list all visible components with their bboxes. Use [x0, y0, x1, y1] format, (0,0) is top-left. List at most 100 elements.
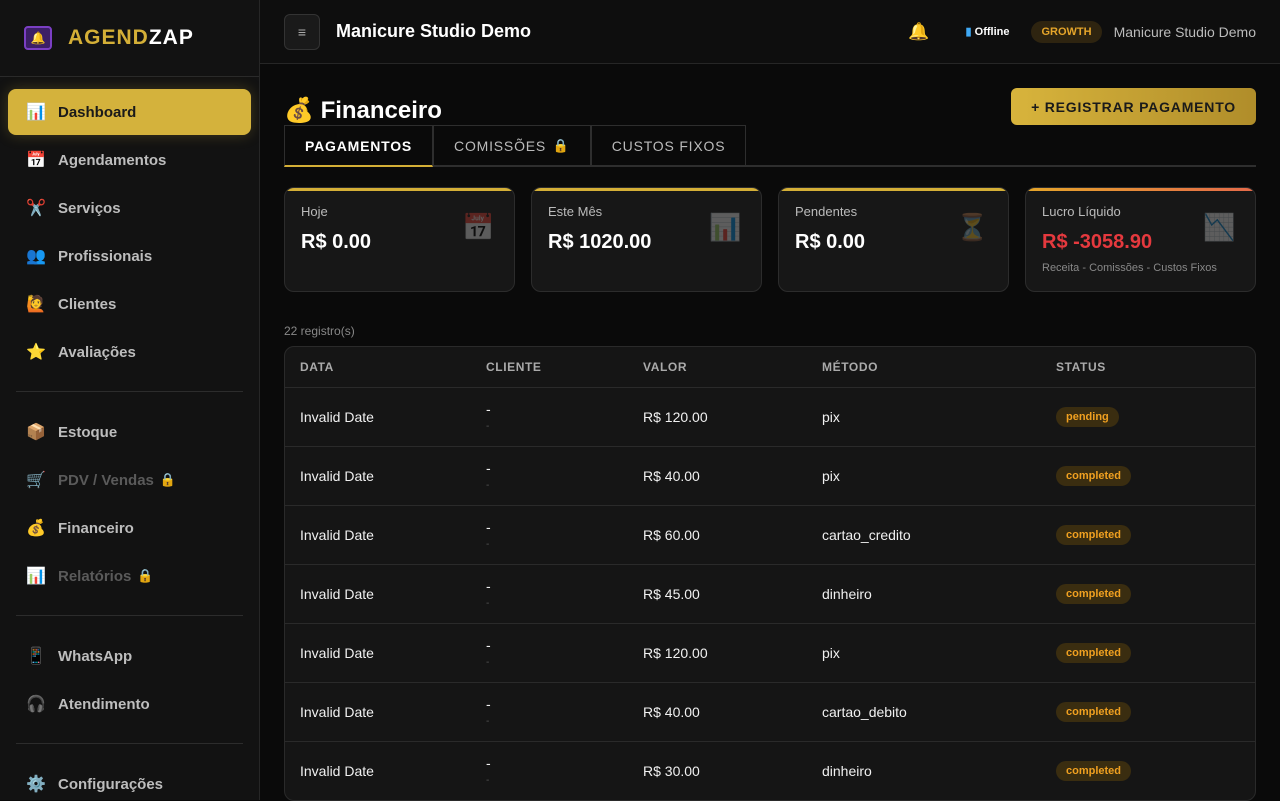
sidebar-item-configuracoes[interactable]: ⚙️ Configurações: [8, 761, 251, 800]
column-header[interactable]: CLIENTE: [486, 360, 542, 374]
cell-value: R$ 40.00: [643, 704, 700, 720]
sidebar-item-agendamentos[interactable]: 📅 Agendamentos: [8, 137, 251, 183]
logo-text-b: ZAP: [148, 26, 194, 49]
lock-icon: 🔒: [159, 472, 177, 487]
sidebar-item-profissionais[interactable]: 👥 Profissionais: [8, 233, 251, 279]
user-name[interactable]: Manicure Studio Demo: [1113, 23, 1256, 40]
cell-status: completed: [1056, 702, 1255, 722]
bell-icon[interactable]: 🔔: [908, 21, 930, 41]
cell-date: Invalid Date: [300, 586, 374, 602]
column-header[interactable]: MÉTODO: [822, 360, 879, 374]
sidebar-item-financeiro[interactable]: 💰 Financeiro: [8, 505, 251, 551]
card-este-mes: Este Mês R$ 1020.00 📊: [531, 187, 762, 292]
tab-custos-fixos[interactable]: CUSTOS FIXOS: [590, 125, 747, 165]
sidebar-item-label: Clientes: [58, 295, 117, 313]
sidebar-item-atendimento[interactable]: 🎧 Atendimento: [8, 681, 251, 727]
card-value: R$ -3058.90: [1042, 231, 1153, 253]
client-name: -: [486, 755, 491, 771]
card-label: Este Mês: [548, 204, 603, 219]
sidebar-item-avaliacoes[interactable]: ⭐ Avaliações: [8, 329, 251, 375]
main-content: 💰 Financeiro + REGISTRAR PAGAMENTO PAGAM…: [284, 64, 1256, 801]
sidebar-item-label: Profissionais: [58, 247, 153, 265]
table-row[interactable]: Invalid Date -- R$ 45.00 dinheiro comple…: [285, 564, 1255, 623]
sidebar-item-label: PDV / Vendas: [58, 471, 154, 489]
tabs: PAGAMENTOS COMISSÕES 🔒 CUSTOS FIXOS: [284, 125, 1256, 167]
sidebar-divider: [16, 391, 243, 392]
status-badge: completed: [1056, 643, 1132, 663]
table-row[interactable]: Invalid Date -- R$ 40.00 pix completed: [285, 446, 1255, 505]
cell-client: --: [486, 520, 643, 550]
menu-toggle-button[interactable]: ≡: [284, 13, 320, 50]
tab-comissoes[interactable]: COMISSÕES 🔒: [433, 125, 591, 165]
connection-status: ▮ Offline: [966, 25, 1010, 38]
client-phone: -: [486, 598, 490, 609]
card-lucro-liquido: Lucro Líquido R$ -3058.90 Receita - Comi…: [1025, 187, 1256, 292]
sidebar-item-dashboard[interactable]: 📊 Dashboard: [8, 89, 251, 135]
sidebar-item-label: Atendimento: [58, 695, 150, 713]
cell-date: Invalid Date: [300, 409, 374, 425]
sidebar-item-label: Avaliações: [58, 343, 136, 361]
cell-client: --: [486, 579, 643, 609]
card-subtitle: Receita - Comissões - Custos Fixos: [1042, 262, 1217, 274]
status-text: Offline: [974, 26, 1010, 38]
profissionais-icon: 👥: [26, 248, 46, 265]
tab-label: CUSTOS FIXOS: [611, 137, 726, 154]
table-row[interactable]: Invalid Date -- R$ 120.00 pix pending: [285, 387, 1255, 446]
cell-client: --: [486, 402, 643, 432]
sidebar: 🔔 AGENDZAP 📊 Dashboard 📅 Agendamentos ✂️ Serv…: [0, 0, 260, 800]
card-value: R$ 1020.00: [548, 231, 652, 253]
servicos-icon: ✂️: [26, 200, 46, 217]
card-accent-bar: [285, 188, 514, 191]
sidebar-item-label: Estoque: [58, 423, 118, 441]
card-accent-bar: [779, 188, 1008, 191]
cell-client: --: [486, 697, 643, 727]
sidebar-item-label: Configurações: [58, 775, 164, 793]
tab-label: COMISSÕES: [454, 137, 547, 154]
card-icon: 📊: [709, 212, 742, 242]
sidebar-item-servicos[interactable]: ✂️ Serviços: [8, 185, 251, 231]
card-value: R$ 0.00: [795, 231, 866, 253]
cell-status: completed: [1056, 643, 1255, 663]
client-phone: -: [486, 480, 490, 491]
cell-date: Invalid Date: [300, 763, 374, 779]
configuracoes-icon: ⚙️: [26, 776, 46, 793]
sidebar-item-label: Agendamentos: [58, 151, 167, 169]
cell-client: --: [486, 461, 643, 491]
register-payment-button[interactable]: + REGISTRAR PAGAMENTO: [1011, 88, 1256, 125]
column-header[interactable]: DATA: [300, 360, 334, 374]
estoque-icon: 📦: [26, 424, 46, 441]
sidebar-item-pdv-vendas[interactable]: 🛒 PDV / Vendas 🔒: [8, 457, 251, 503]
card-hoje: Hoje R$ 0.00 📅: [284, 187, 515, 292]
cell-method: pix: [822, 645, 840, 661]
table-row[interactable]: Invalid Date -- R$ 30.00 dinheiro comple…: [285, 741, 1255, 800]
payments-table: DATA CLIENTE VALOR MÉTODO STATUS Invalid Date…: [284, 346, 1256, 801]
financeiro-icon: 💰: [26, 520, 46, 537]
tab-pagamentos[interactable]: PAGAMENTOS: [284, 125, 434, 167]
status-badge: completed: [1056, 466, 1132, 486]
column-header[interactable]: VALOR: [643, 360, 688, 374]
hamburger-icon: ≡: [297, 23, 307, 40]
column-header[interactable]: STATUS: [1056, 360, 1106, 374]
table-row[interactable]: Invalid Date -- R$ 60.00 cartao_credito …: [285, 505, 1255, 564]
cell-method: pix: [822, 409, 840, 425]
card-icon: ⏳: [956, 212, 989, 242]
card-accent-bar: [532, 188, 761, 191]
logo-text-a: AGEND: [68, 26, 149, 49]
cell-date: Invalid Date: [300, 704, 374, 720]
client-phone: -: [486, 716, 490, 727]
sidebar-item-clientes[interactable]: 🙋 Clientes: [8, 281, 251, 327]
table-row[interactable]: Invalid Date -- R$ 40.00 cartao_debito c…: [285, 682, 1255, 741]
avaliacoes-icon: ⭐: [26, 344, 46, 361]
agendamentos-icon: 📅: [26, 152, 46, 169]
client-phone: -: [486, 775, 490, 786]
sidebar-item-whatsapp[interactable]: 📱 WhatsApp: [8, 633, 251, 679]
sidebar-item-estoque[interactable]: 📦 Estoque: [8, 409, 251, 455]
lock-icon: 🔒: [552, 137, 570, 153]
table-row[interactable]: Invalid Date -- R$ 120.00 pix completed: [285, 623, 1255, 682]
logo[interactable]: 🔔 AGENDZAP: [0, 0, 259, 77]
sidebar-item-relatorios[interactable]: 📊 Relatórios 🔒: [8, 553, 251, 599]
cell-client: --: [486, 756, 643, 786]
cell-value: R$ 30.00: [643, 763, 700, 779]
tab-label: PAGAMENTOS: [305, 137, 413, 154]
page-title: 💰 Financeiro: [284, 96, 442, 125]
